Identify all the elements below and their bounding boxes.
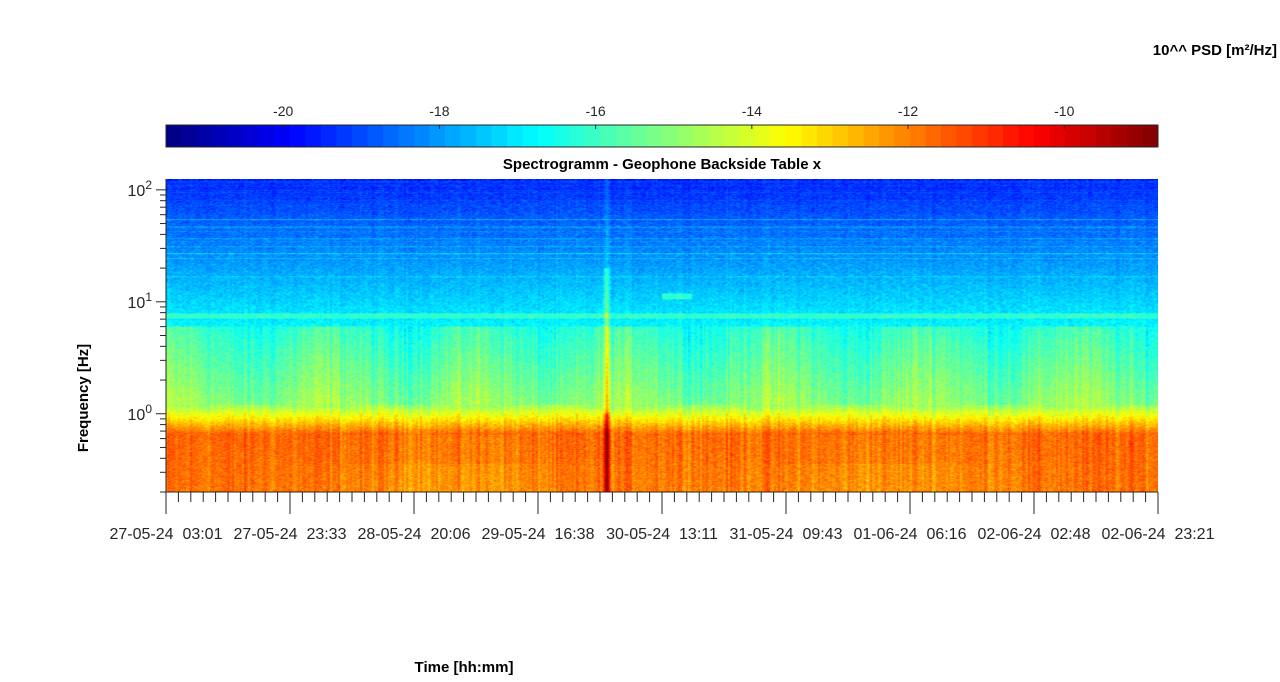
y-tick-label: 102 — [128, 178, 153, 200]
colorbar-tick-label: -18 — [429, 103, 449, 119]
x-tick-label: 27-05-24 03:01 — [110, 526, 223, 543]
spectrogram-heatmap — [166, 179, 1158, 492]
x-axis-label: Time [hh:mm] — [415, 659, 514, 676]
y-tick-label: 101 — [128, 290, 153, 312]
y-tick-label: 100 — [128, 402, 153, 424]
colorbar-ticks — [282, 125, 1065, 129]
colorbar-tick-label: -10 — [1054, 103, 1074, 119]
colorbar-tick-label: -14 — [742, 103, 762, 119]
colorbar-tick-label: -16 — [585, 103, 605, 119]
x-tick-label: 30-05-24 13:11 — [606, 526, 718, 543]
x-tick-label: 02-06-24 02:48 — [978, 526, 1091, 543]
chart-title: Spectrogramm - Geophone Backside Table x — [503, 156, 822, 173]
x-axis: 27-05-24 03:01 27-05-24 23:33 28-05-24 20:… — [110, 491, 1215, 543]
x-tick-label: 29-05-24 16:38 — [482, 526, 595, 543]
y-axis-label: Frequency [Hz] — [75, 344, 92, 452]
x-tick-label: 27-05-24 23:33 — [234, 526, 347, 543]
colorbar-tick-label: -20 — [273, 103, 293, 119]
colorbar-label: 10^^ PSD [m²/Hz] — [1153, 42, 1277, 59]
colorbar-tick-labels: -20 -18 -16 -14 -12 -10 — [273, 103, 1075, 119]
colorbar-gradient — [166, 125, 1158, 147]
y-axis: 100 101 102 — [128, 178, 167, 493]
x-tick-label: 02-06-24 23:21 — [1102, 526, 1215, 543]
colorbar-frame — [165, 124, 1159, 148]
x-tick-label: 01-06-24 06:16 — [854, 526, 967, 543]
x-tick-label: 31-05-24 09:43 — [730, 526, 843, 543]
colorbar-tick-label: -12 — [898, 103, 918, 119]
x-tick-label: 28-05-24 20:06 — [358, 526, 471, 543]
